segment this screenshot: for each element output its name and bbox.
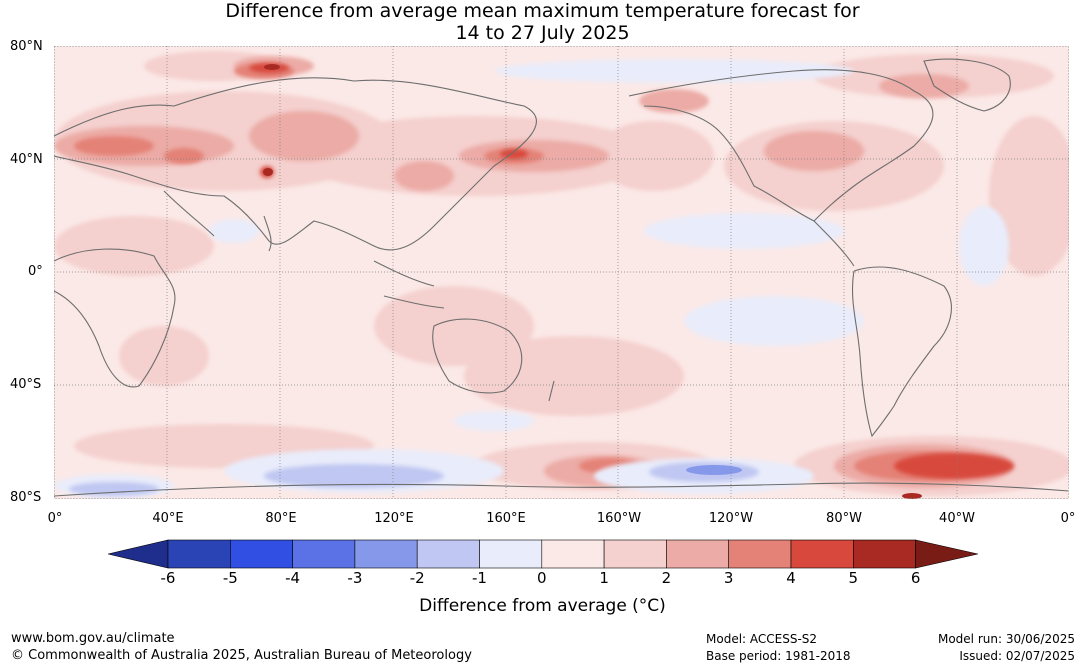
lat-label-80n: 80°N (10, 39, 43, 54)
temperature-anomaly-map (53, 46, 1079, 499)
coastlines (53, 58, 1070, 497)
lon-label-0-left: 0° (47, 511, 63, 526)
colorbar-extension-low (108, 539, 169, 569)
colorbar-bin (666, 539, 730, 569)
map-title-line-2: 14 to 27 July 2025 (455, 22, 630, 44)
colorbar-tick-label: 3 (723, 569, 734, 587)
footer-url: www.bom.gov.au/climate (11, 631, 175, 646)
colorbar-tick-label: -3 (347, 569, 363, 587)
colorbar-tick-label: 4 (786, 569, 796, 587)
colorbar-bin (416, 539, 480, 569)
colorbar-bin (728, 539, 792, 569)
footer-copyright: © Commonwealth of Australia 2025, Austra… (11, 648, 472, 663)
colorbar-tick-label: -1 (472, 569, 487, 587)
lon-label-160w: 160°W (596, 511, 642, 526)
colorbar-bin (354, 539, 418, 569)
colorbar-bin (790, 539, 854, 569)
lon-label-80e: 80°E (265, 511, 297, 526)
colorbar-tick-label: -5 (222, 569, 238, 587)
colorbar-bin (852, 539, 916, 569)
anomaly-1-to-2-regions (54, 51, 1079, 496)
colorbar (108, 539, 978, 569)
lat-label-80s: 80°S (10, 490, 42, 505)
anomaly-minus-2-to-minus-3-regions (686, 465, 742, 475)
colorbar-tick-label: 0 (537, 569, 547, 587)
colorbar-bin (541, 539, 605, 569)
colorbar-tick-label: -2 (409, 569, 425, 587)
footer-issued: Issued: 02/07/2025 (959, 649, 1075, 663)
anomaly-5-to-6-regions (263, 64, 922, 499)
colorbar-tick-label: 1 (599, 569, 609, 587)
colorbar-bin (603, 539, 667, 569)
colorbar-tick-label: -6 (160, 569, 176, 587)
colorbar-segments (108, 539, 978, 569)
colorbar-bin (479, 539, 543, 569)
lat-label-equator: 0° (28, 264, 43, 279)
colorbar-bin (230, 539, 293, 569)
colorbar-bin (292, 539, 356, 569)
colorbar-extension-high (915, 539, 978, 569)
footer-model: Model: ACCESS-S2 (706, 632, 818, 646)
lat-label-40n: 40°N (10, 152, 43, 167)
colorbar-title: Difference from average (°C) (419, 596, 666, 616)
colorbar-tick-label: 6 (910, 569, 921, 587)
footer-base-period: Base period: 1981-2018 (706, 649, 851, 663)
lon-label-0-right: 0° (1060, 511, 1076, 526)
lat-label-40s: 40°S (10, 377, 42, 392)
colorbar-tick-label: 5 (848, 569, 859, 587)
colorbar-tick-label: 2 (661, 569, 672, 587)
map-frame (54, 46, 1069, 499)
lon-label-120w: 120°W (708, 511, 754, 526)
lon-label-40w: 40°W (939, 511, 975, 526)
lon-label-80w: 80°W (826, 511, 862, 526)
footer-model-run: Model run: 30/06/2025 (937, 632, 1075, 646)
lon-label-40e: 40°E (152, 511, 184, 526)
lon-label-120e: 120°E (374, 511, 414, 526)
anomaly-field-svg (53, 46, 1079, 499)
lon-label-160e: 160°E (486, 511, 526, 526)
anomaly-minus-1-to-minus-2-regions (69, 462, 759, 496)
colorbar-bin (167, 539, 231, 569)
colorbar-tick-label: -4 (285, 569, 301, 587)
anomaly-4-to-5-regions (249, 63, 1014, 479)
map-title-line-1: Difference from average mean maximum tem… (225, 0, 860, 22)
graticule (54, 46, 1069, 499)
